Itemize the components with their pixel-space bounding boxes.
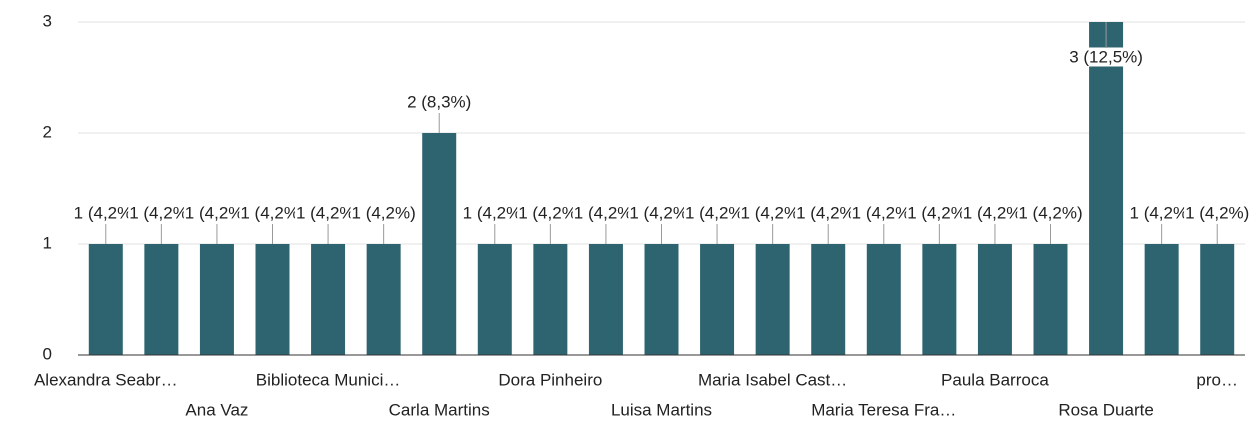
bar	[533, 244, 568, 355]
bar	[811, 244, 846, 355]
bar	[588, 244, 623, 355]
bar	[1200, 244, 1235, 355]
bar	[422, 133, 457, 355]
x-tick-label: Dora Pinheiro	[498, 370, 602, 389]
data-label-bg	[128, 203, 195, 223]
data-label: 1 (4,2%)	[1185, 203, 1249, 222]
data-label: 1 (4,2%)	[518, 203, 582, 222]
data-label-bg	[795, 203, 862, 223]
data-label: 3 (12,5%)	[1069, 47, 1143, 66]
data-label: 1 (4,2%)	[574, 203, 638, 222]
data-label: 1 (4,2%)	[907, 203, 971, 222]
bar	[977, 244, 1012, 355]
data-label: 1 (4,2%)	[296, 203, 360, 222]
data-label-bg	[461, 203, 528, 223]
data-label: 2 (8,3%)	[407, 92, 471, 111]
data-label: 1 (4,2%)	[685, 203, 749, 222]
x-tick-label: Maria Isabel Cast…	[698, 370, 847, 389]
data-label-bg	[572, 203, 640, 223]
data-label: 1 (4,2%)	[1018, 203, 1082, 222]
data-label-bg	[294, 203, 362, 223]
x-tick-label: Luisa Martins	[611, 400, 712, 419]
data-label: 1 (4,2%)	[240, 203, 304, 222]
data-label: 1 (4,2%)	[963, 203, 1027, 222]
bar	[1033, 244, 1068, 355]
data-label-bg	[628, 203, 695, 223]
bar	[311, 244, 346, 355]
data-label-bg	[406, 92, 473, 112]
data-label: 1 (4,2%)	[852, 203, 916, 222]
data-label-bg	[1184, 203, 1249, 223]
data-label-bg	[683, 203, 751, 223]
y-tick-label: 3	[43, 11, 52, 30]
y-tick-label: 1	[43, 233, 52, 252]
x-tick-label: pro…	[1196, 370, 1238, 389]
bar	[255, 244, 290, 355]
bar	[144, 244, 179, 355]
data-label: 1 (4,2%)	[463, 203, 527, 222]
x-tick-label: Alexandra Seabr…	[34, 370, 178, 389]
x-tick-label: Biblioteca Munici…	[256, 370, 401, 389]
bar	[922, 244, 957, 355]
y-tick-label: 2	[43, 122, 52, 141]
data-label-bg	[850, 203, 917, 223]
bar	[644, 244, 679, 355]
data-label-bg	[739, 203, 806, 223]
data-label: 1 (4,2%)	[629, 203, 693, 222]
x-tick-label: Rosa Duarte	[1058, 400, 1153, 419]
bar	[366, 244, 401, 355]
data-label: 1 (4,2%)	[352, 203, 416, 222]
data-label-bg	[239, 203, 306, 223]
data-label-bg	[1128, 203, 1195, 223]
data-label-bg	[350, 203, 417, 223]
data-label: 1 (4,2%)	[796, 203, 860, 222]
data-label: 1 (4,2%)	[185, 203, 249, 222]
data-label-bg	[72, 203, 139, 223]
bar	[755, 244, 790, 355]
x-tick-label: Ana Vaz	[185, 400, 248, 419]
data-label: 1 (4,2%)	[741, 203, 805, 222]
data-label-bg	[906, 203, 973, 223]
data-label-bg	[1068, 47, 1144, 67]
bar	[88, 244, 123, 355]
bar	[1089, 22, 1124, 355]
bar	[866, 244, 901, 355]
x-tick-label: Maria Teresa Fra…	[811, 400, 956, 419]
data-label: 1 (4,2%)	[1130, 203, 1194, 222]
bar	[199, 244, 234, 355]
data-label-bg	[183, 203, 251, 223]
data-label: 1 (4,2%)	[129, 203, 193, 222]
bar	[1144, 244, 1179, 355]
bar	[700, 244, 735, 355]
bar	[477, 244, 512, 355]
data-label-bg	[961, 203, 1029, 223]
data-label-bg	[517, 203, 584, 223]
y-tick-label: 0	[43, 344, 52, 363]
data-label-bg	[1017, 203, 1084, 223]
x-tick-label: Carla Martins	[389, 400, 490, 419]
data-label: 1 (4,2%)	[74, 203, 138, 222]
x-tick-label: Paula Barroca	[941, 370, 1049, 389]
